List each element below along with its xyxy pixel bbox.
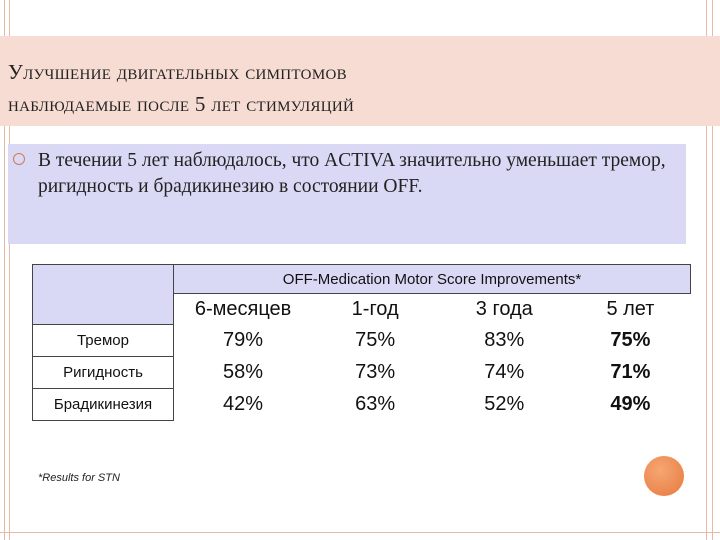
row-label-tremor: Тремор xyxy=(32,324,174,357)
column-header-6-months: 6-месяцев xyxy=(194,297,292,320)
table-cell: 42% xyxy=(223,393,264,415)
slide-title-line-1: Улучшение двигательных симптомов xyxy=(8,60,347,84)
table-cell: 79% xyxy=(223,329,264,351)
slide-title-line-2: наблюдаемые после 5 лет стимуляций xyxy=(8,92,355,116)
frame-line-bottom xyxy=(0,532,720,533)
column-header-3-years: 3 года xyxy=(475,297,533,320)
column-header-5-years: 5 лет xyxy=(606,297,655,320)
table-row: Тремор 79% 75% 83% 75% xyxy=(32,324,691,357)
table-cell: 83% xyxy=(484,329,525,351)
frame-line-right-outer xyxy=(712,0,713,540)
table-row: Брадикинезия 42% 63% 52% 49% xyxy=(32,388,691,421)
table-cell: 63% xyxy=(355,393,396,415)
frame-line-right-inner xyxy=(706,0,707,540)
table-cell: 75% xyxy=(610,329,651,351)
table-cell: 75% xyxy=(355,329,396,351)
table-cell: 52% xyxy=(484,393,525,415)
table-cell: 73% xyxy=(355,361,396,383)
circle-bullet-icon xyxy=(13,153,25,165)
bullet-box xyxy=(8,144,686,244)
decorative-orange-circle xyxy=(644,456,684,496)
frame-line-left-inner xyxy=(9,0,10,540)
table-cell: 74% xyxy=(484,361,525,383)
slide-title: Улучшение двигательных симптомов наблюда… xyxy=(8,56,698,120)
table-cell: 58% xyxy=(223,361,264,383)
footnote: *Results for STN xyxy=(38,472,120,484)
row-label-rigidity: Ригидность xyxy=(32,356,174,389)
row-label-bradykinesia: Брадикинезия xyxy=(32,388,174,421)
bullet-text: В течении 5 лет наблюдалось, что ACTIVA … xyxy=(38,150,666,197)
frame-line-left-outer xyxy=(4,0,5,540)
motor-score-table: OFF-Medication Motor Score Improvements*… xyxy=(32,263,691,421)
column-header-1-year: 1-год xyxy=(351,297,399,320)
table-header: OFF-Medication Motor Score Improvements* xyxy=(173,263,691,295)
table-row: Ригидность 58% 73% 74% 71% xyxy=(32,356,691,389)
table-cell: 49% xyxy=(610,393,651,415)
table-corner-cell xyxy=(32,264,174,325)
title-band xyxy=(0,36,720,126)
table-cell: 71% xyxy=(610,361,651,383)
